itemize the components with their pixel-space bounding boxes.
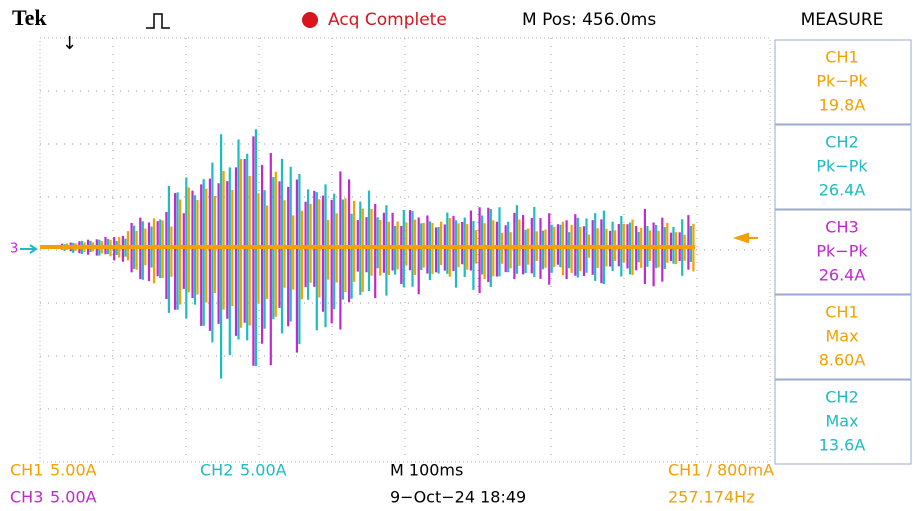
trigger-level-marker (732, 232, 758, 244)
trigger-position-marker: ↓ (62, 33, 77, 54)
ch3-scale: 5.00A (50, 488, 97, 507)
ground-marker: 3 (10, 242, 18, 257)
measure-value: 19.8A (819, 96, 866, 115)
measure-kind: Pk−Pk (816, 72, 868, 91)
ch3-label: CH3 (10, 488, 43, 507)
measure-value: 13.6A (819, 436, 866, 455)
measure-source: CH2 (825, 388, 858, 407)
measure-title: MEASURE (801, 10, 884, 30)
measure-kind: Max (825, 327, 858, 346)
measure-source: CH1 (825, 48, 858, 67)
measure-box (774, 124, 912, 210)
measure-kind: Pk−Pk (816, 242, 868, 261)
m-position: M Pos: 456.0ms (522, 10, 656, 30)
trigger-icon (146, 13, 170, 29)
waveforms (40, 129, 695, 379)
acq-indicator (302, 12, 318, 28)
ch1-scale: 5.00A (50, 461, 97, 480)
measure-box (774, 209, 912, 295)
ch2-label: CH2 (200, 461, 233, 480)
plot-border (39, 37, 771, 463)
measure-value: 26.4A (819, 181, 866, 200)
measure-kind: Max (825, 412, 858, 431)
measure-box (774, 294, 912, 380)
measure-value: 8.60A (819, 351, 866, 370)
date-time: 9−Oct−24 18:49 (390, 488, 526, 507)
measure-source: CH1 (825, 303, 858, 322)
ground-arrow (20, 244, 38, 254)
measure-box (774, 379, 912, 465)
measure-box (774, 39, 912, 125)
measure-value: 26.4A (819, 266, 866, 285)
ch1-label: CH1 (10, 461, 43, 480)
measure-kind: Pk−Pk (816, 157, 868, 176)
measure-source: CH2 (825, 133, 858, 152)
measure-panel: CH1 Pk−Pk 19.8A CH2 Pk−Pk 26.4A CH3 Pk−Pk 26.4A C… (774, 39, 912, 465)
ch2-scale: 5.00A (240, 461, 287, 480)
acq-status: Acq Complete (328, 10, 447, 30)
timebase: M 100ms (390, 461, 463, 480)
frequency: 257.174Hz (668, 488, 755, 507)
trigger-setting: CH1 ∕ 800mA (668, 461, 774, 480)
measure-source: CH3 (825, 218, 858, 237)
brand: Tek (12, 5, 47, 30)
